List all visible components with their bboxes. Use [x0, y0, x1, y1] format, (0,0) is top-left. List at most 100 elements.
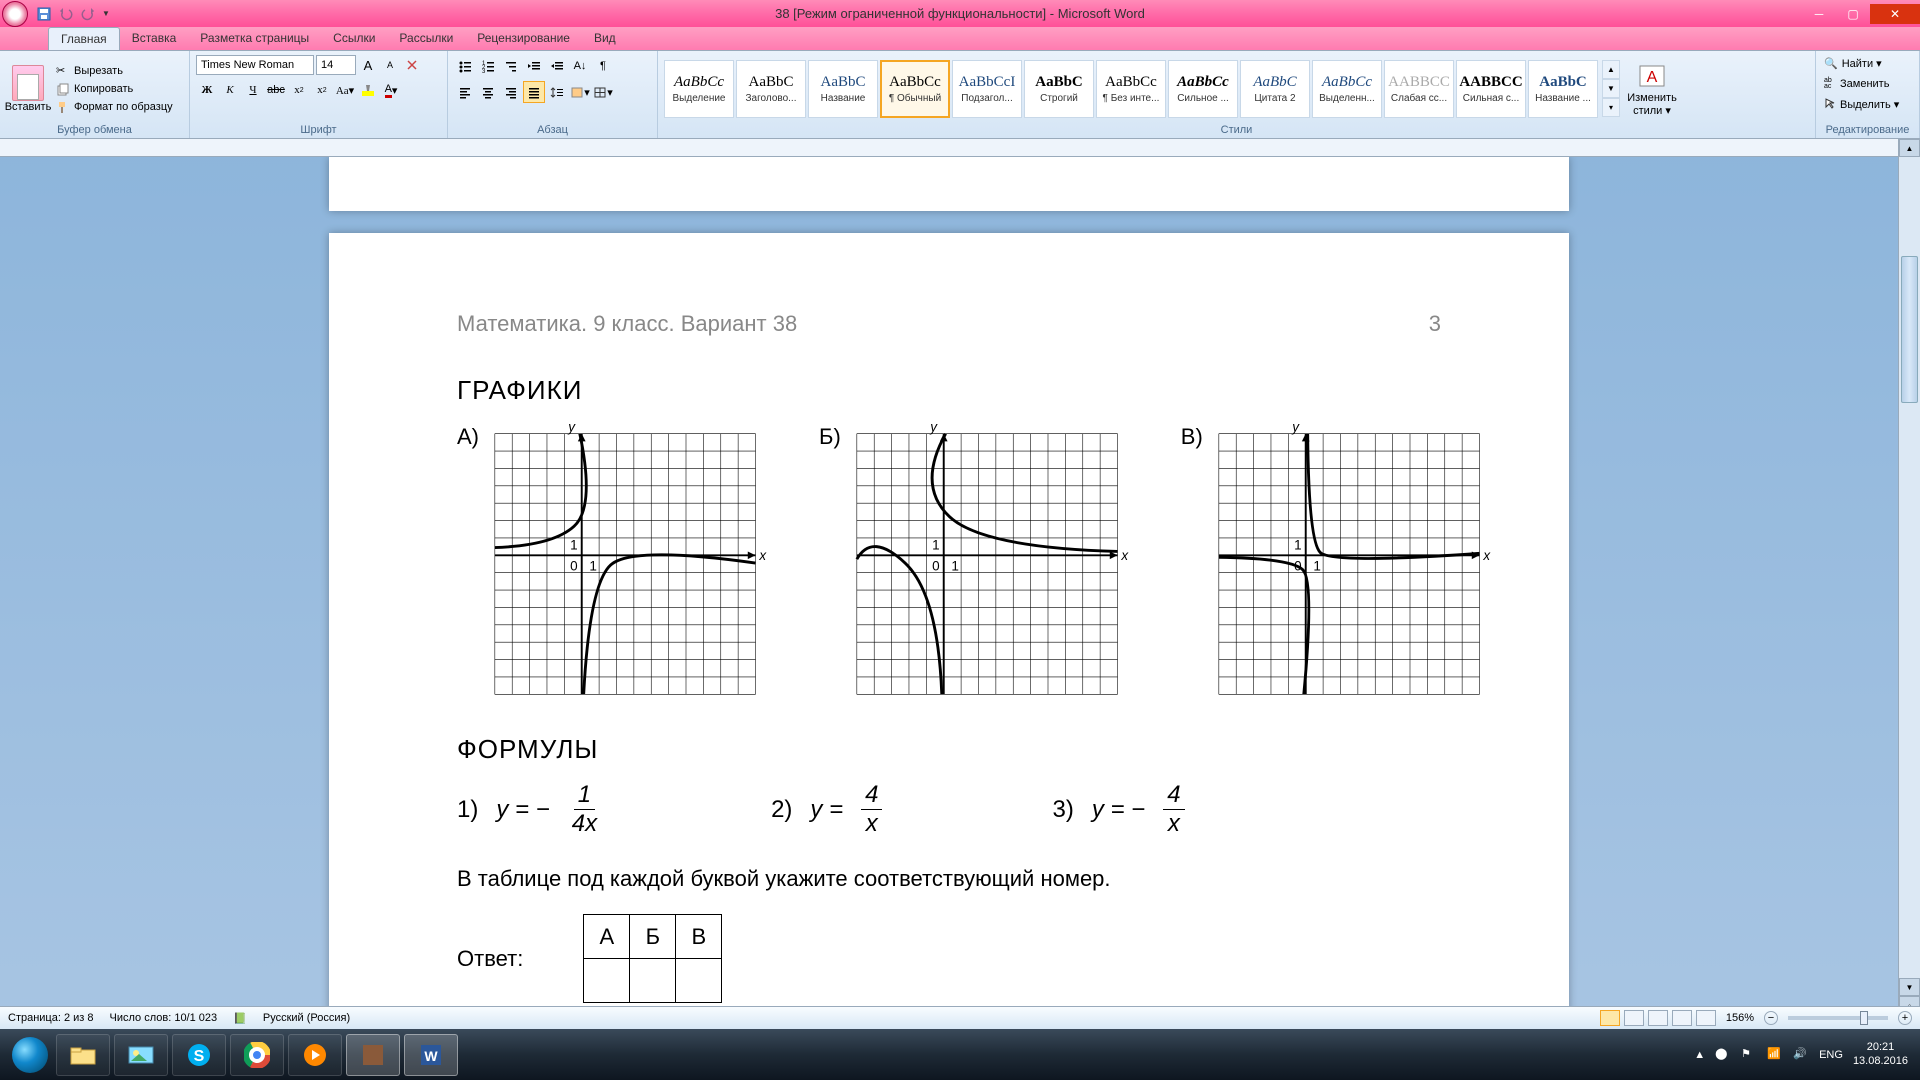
tray-language[interactable]: ENG	[1819, 1049, 1843, 1061]
strike-button[interactable]: abc	[265, 79, 287, 101]
change-styles-button[interactable]: A Изменить стили ▾	[1624, 60, 1680, 117]
tray-icon-1[interactable]: ⬤	[1715, 1047, 1731, 1063]
style-item[interactable]: AaBbCНазвание ...	[1528, 60, 1598, 118]
styles-down-button[interactable]: ▼	[1602, 79, 1620, 98]
view-print-button[interactable]	[1600, 1010, 1620, 1026]
task-skype[interactable]: S	[172, 1034, 226, 1076]
paste-button[interactable]: Вставить	[6, 65, 50, 113]
copy-button[interactable]: Копировать	[54, 81, 175, 97]
scroll-track[interactable]	[1899, 157, 1920, 978]
tab-Вставка[interactable]: Вставка	[120, 27, 189, 50]
status-language[interactable]: Русский (Россия)	[263, 1012, 350, 1024]
style-item[interactable]: AaBbCСтрогий	[1024, 60, 1094, 118]
tab-Разметка страницы[interactable]: Разметка страницы	[188, 27, 321, 50]
style-item[interactable]: AABBCCСлабая сс...	[1384, 60, 1454, 118]
view-draft-button[interactable]	[1696, 1010, 1716, 1026]
grow-font-button[interactable]: A	[358, 55, 378, 75]
save-icon[interactable]	[36, 6, 52, 22]
page-2[interactable]: Математика. 9 класс. Вариант 38 3 ГРАФИК…	[329, 233, 1569, 1052]
align-left-button[interactable]	[454, 81, 476, 103]
task-word[interactable]: W	[404, 1034, 458, 1076]
underline-button[interactable]: Ч	[242, 79, 264, 101]
office-button[interactable]	[2, 1, 28, 27]
replace-button[interactable]: abacЗаменить	[1822, 74, 1913, 93]
task-media[interactable]	[288, 1034, 342, 1076]
style-item[interactable]: AaBbCc¶ Обычный	[880, 60, 950, 118]
tab-Рецензирование[interactable]: Рецензирование	[465, 27, 582, 50]
tray-network-icon[interactable]: 📶	[1767, 1047, 1783, 1063]
tray-clock[interactable]: 20:21 13.08.2016	[1853, 1041, 1908, 1067]
style-item[interactable]: AaBbCЗаголово...	[736, 60, 806, 118]
style-item[interactable]: AaBbCcIПодзагол...	[952, 60, 1022, 118]
cut-button[interactable]: ✂Вырезать	[54, 63, 175, 79]
case-button[interactable]: Aa▾	[334, 79, 356, 101]
scroll-thumb[interactable]	[1901, 256, 1918, 404]
clear-format-button[interactable]	[402, 55, 422, 75]
minimize-button[interactable]: ─	[1802, 4, 1836, 24]
tab-Вид[interactable]: Вид	[582, 27, 628, 50]
tab-Главная[interactable]: Главная	[48, 27, 120, 50]
bullets-button[interactable]	[454, 55, 476, 77]
maximize-button[interactable]: ▢	[1836, 4, 1870, 24]
redo-icon[interactable]	[80, 6, 96, 22]
shrink-font-button[interactable]: A	[380, 55, 400, 75]
indent-dec-button[interactable]	[523, 55, 545, 77]
bold-button[interactable]: Ж	[196, 79, 218, 101]
tab-Рассылки[interactable]: Рассылки	[387, 27, 465, 50]
view-web-button[interactable]	[1648, 1010, 1668, 1026]
scroll-up-button[interactable]: ▲	[1899, 139, 1920, 157]
align-justify-button[interactable]	[523, 81, 545, 103]
task-photos[interactable]	[114, 1034, 168, 1076]
style-item[interactable]: AaBbCc¶ Без инте...	[1096, 60, 1166, 118]
italic-button[interactable]: К	[219, 79, 241, 101]
style-item[interactable]: AaBbCcСильное ...	[1168, 60, 1238, 118]
highlight-button[interactable]	[357, 79, 379, 101]
tray-up-icon[interactable]: ▲	[1694, 1049, 1705, 1061]
start-button[interactable]	[6, 1035, 54, 1075]
align-center-button[interactable]	[477, 81, 499, 103]
close-button[interactable]: ✕	[1870, 4, 1920, 24]
task-app1[interactable]	[346, 1034, 400, 1076]
task-explorer[interactable]	[56, 1034, 110, 1076]
subscript-button[interactable]: x2	[288, 79, 310, 101]
font-name-input[interactable]	[196, 55, 314, 75]
status-words[interactable]: Число слов: 10/1 023	[110, 1012, 218, 1024]
styles-expand-button[interactable]: ▾	[1602, 98, 1620, 117]
find-button[interactable]: 🔍Найти ▾	[1822, 55, 1913, 72]
tab-Ссылки[interactable]: Ссылки	[321, 27, 387, 50]
borders-button[interactable]: ▾	[592, 81, 614, 103]
superscript-button[interactable]: x2	[311, 79, 333, 101]
line-spacing-button[interactable]	[546, 81, 568, 103]
undo-icon[interactable]	[58, 6, 74, 22]
task-chrome[interactable]	[230, 1034, 284, 1076]
scroll-down-button[interactable]: ▼	[1899, 978, 1920, 996]
status-page[interactable]: Страница: 2 из 8	[8, 1012, 94, 1024]
multilevel-button[interactable]	[500, 55, 522, 77]
zoom-out-button[interactable]: −	[1764, 1011, 1778, 1025]
align-right-button[interactable]	[500, 81, 522, 103]
indent-inc-button[interactable]	[546, 55, 568, 77]
zoom-in-button[interactable]: +	[1898, 1011, 1912, 1025]
show-marks-button[interactable]: ¶	[592, 55, 614, 77]
zoom-percent[interactable]: 156%	[1726, 1012, 1754, 1024]
format-painter-button[interactable]: Формат по образцу	[54, 99, 175, 115]
font-color-button[interactable]: A▾	[380, 79, 402, 101]
sort-button[interactable]: A↓	[569, 55, 591, 77]
spell-check-icon[interactable]: 📗	[233, 1012, 247, 1025]
shading-button[interactable]: ▾	[569, 81, 591, 103]
horizontal-ruler[interactable]	[0, 139, 1898, 157]
numbering-button[interactable]: 123	[477, 55, 499, 77]
style-item[interactable]: AaBbCНазвание	[808, 60, 878, 118]
style-item[interactable]: AABBCCСильная с...	[1456, 60, 1526, 118]
style-item[interactable]: AaBbCcВыделение	[664, 60, 734, 118]
zoom-slider[interactable]	[1788, 1016, 1888, 1020]
vertical-scrollbar[interactable]: ▲ ▼ ◦ ◉ ◦	[1898, 139, 1920, 1052]
view-outline-button[interactable]	[1672, 1010, 1692, 1026]
styles-up-button[interactable]: ▲	[1602, 60, 1620, 79]
font-size-input[interactable]	[316, 55, 356, 75]
view-reading-button[interactable]	[1624, 1010, 1644, 1026]
select-button[interactable]: Выделить ▾	[1822, 95, 1913, 114]
style-item[interactable]: AaBbCЦитата 2	[1240, 60, 1310, 118]
qat-dropdown-icon[interactable]: ▼	[102, 9, 110, 18]
zoom-thumb[interactable]	[1860, 1011, 1868, 1025]
